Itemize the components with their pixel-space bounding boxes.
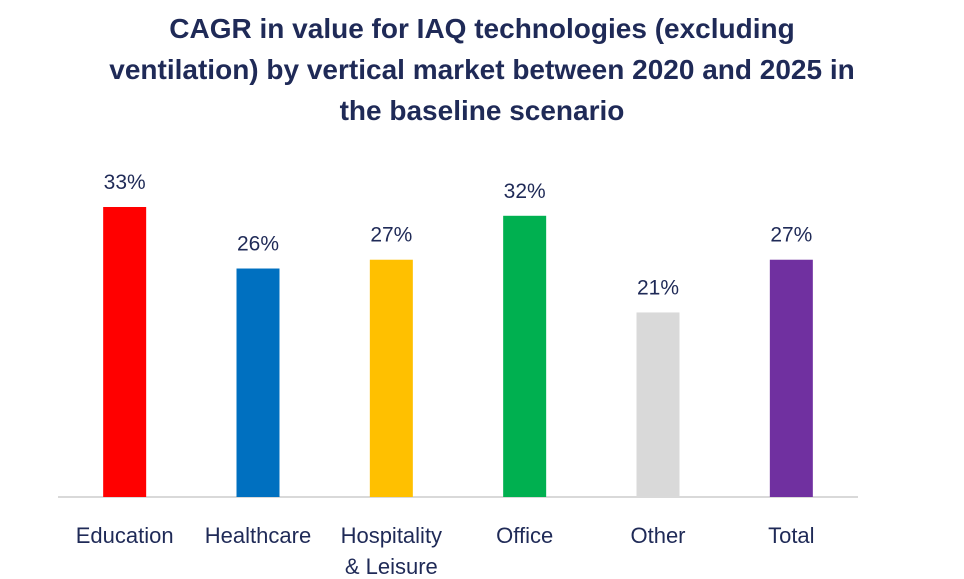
bar-total xyxy=(769,259,813,497)
chart-title-line-2: ventilation) by vertical market between … xyxy=(109,54,855,85)
bars-group xyxy=(103,207,813,497)
bar-other xyxy=(636,312,680,497)
category-label: Education xyxy=(76,523,174,548)
value-label: 27% xyxy=(770,224,812,247)
bar-hospitality xyxy=(369,259,413,497)
category-label: Healthcare xyxy=(205,523,311,548)
category-label: Hospitality xyxy=(341,523,442,548)
category-labels-group: Education Healthcare Hospitality & Leisure O… xyxy=(76,523,815,579)
value-label: 26% xyxy=(237,233,279,256)
category-label: Total xyxy=(768,523,814,548)
chart-title: CAGR in value for IAQ technologies (excl… xyxy=(0,8,964,131)
value-label: 27% xyxy=(370,224,412,247)
value-label: 21% xyxy=(637,276,679,299)
bar-education xyxy=(103,207,147,497)
bar-healthcare xyxy=(236,268,280,497)
bar-office xyxy=(503,215,547,497)
chart-title-line-1: CAGR in value for IAQ technologies (excl… xyxy=(169,13,795,44)
value-labels-group: 33% 26% 27% 32% 21% 27% xyxy=(104,171,813,299)
value-label: 33% xyxy=(104,171,146,194)
category-label: Other xyxy=(630,523,685,548)
category-label: Office xyxy=(496,523,553,548)
category-label: & Leisure xyxy=(345,554,438,579)
chart-title-line-3: the baseline scenario xyxy=(339,95,625,126)
value-label: 32% xyxy=(504,180,546,203)
